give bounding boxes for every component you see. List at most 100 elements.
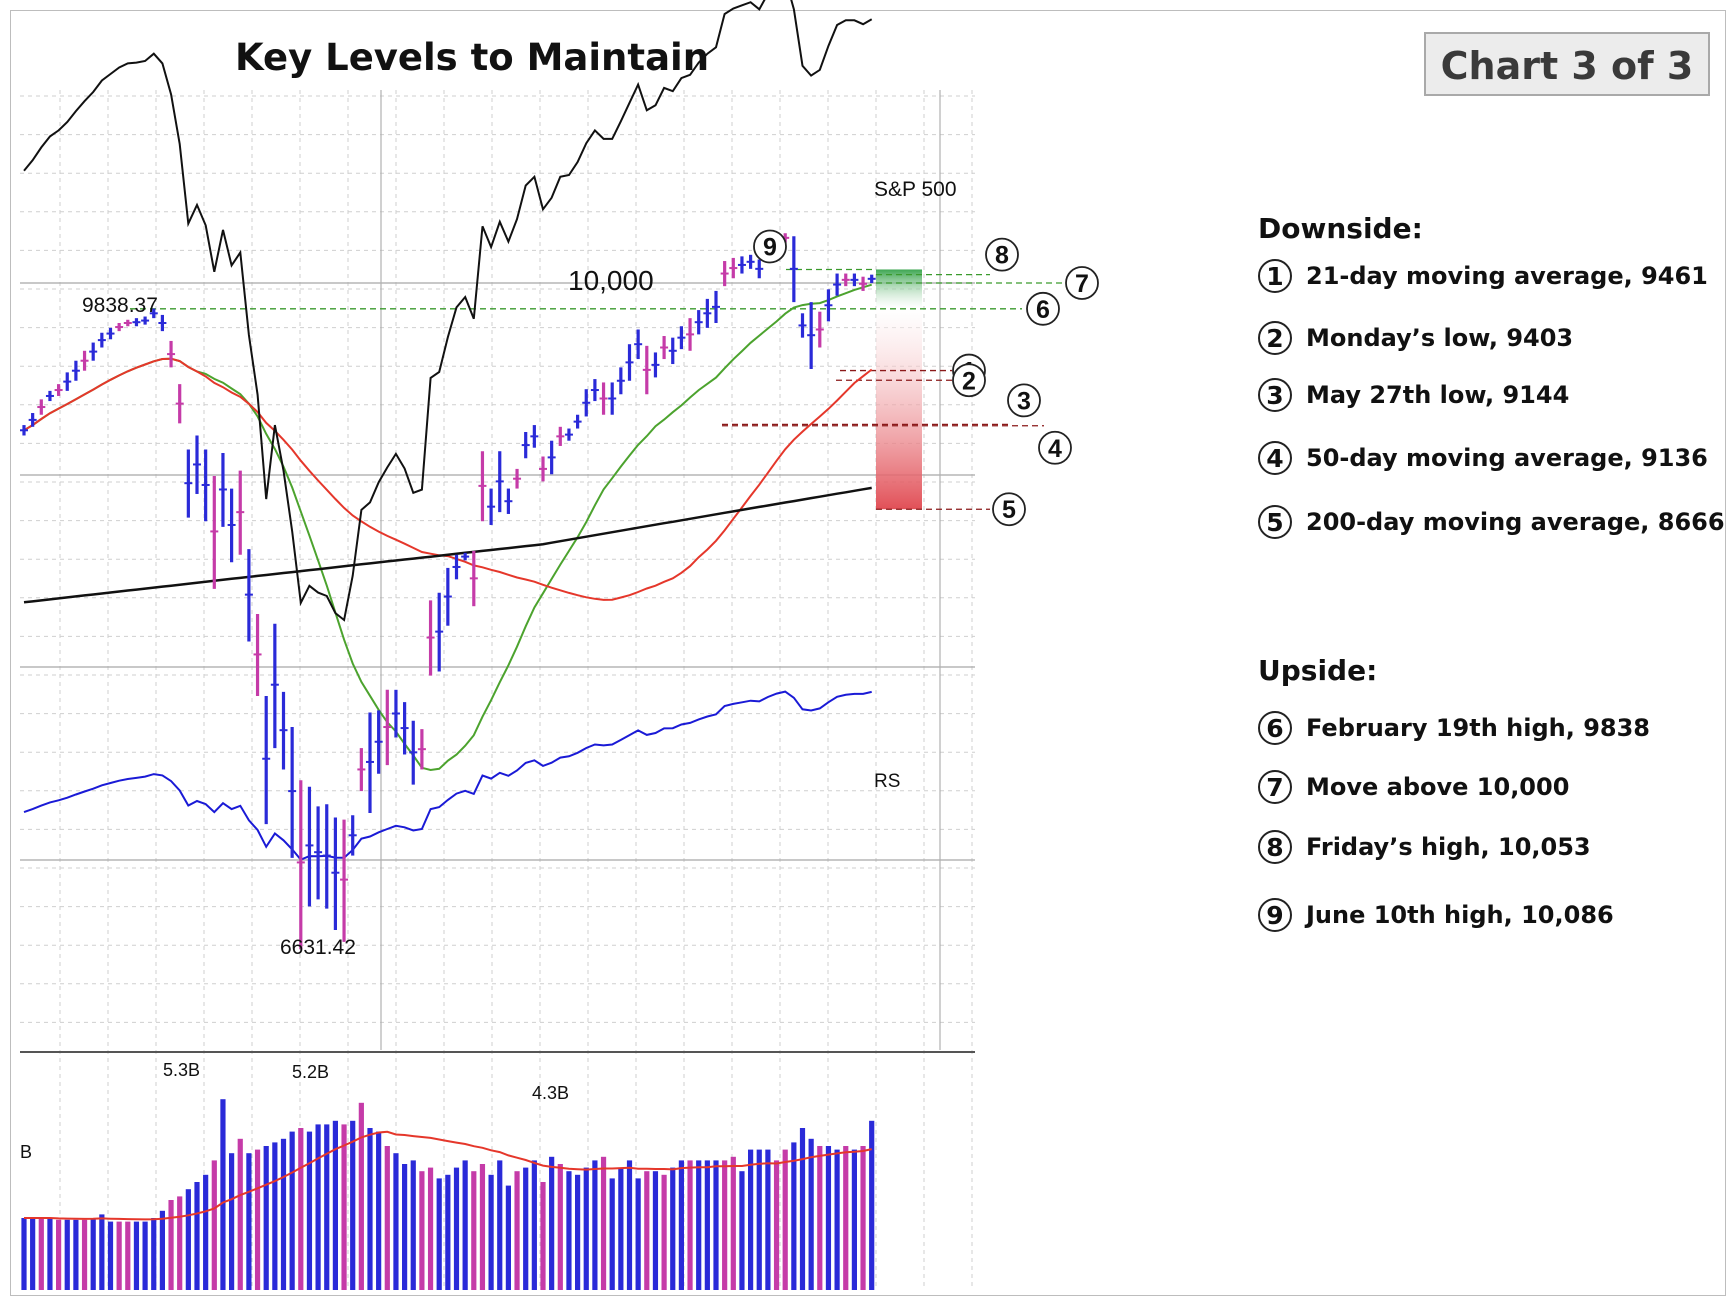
volume-bar [289, 1131, 295, 1290]
volume-bar [834, 1149, 840, 1290]
legend-item-1: 1 21-day moving average, 9461 [1258, 256, 1708, 296]
volume-bar [609, 1178, 615, 1290]
volume-bar [626, 1160, 633, 1290]
level-marker-label: 3 [1017, 387, 1031, 415]
key-level-lines [130, 268, 1062, 510]
volume-bar [99, 1214, 105, 1290]
price-bars [20, 233, 876, 950]
circled-number-icon: 8 [1258, 830, 1292, 864]
volume-bar [791, 1142, 797, 1290]
volume-bar [644, 1171, 650, 1290]
volume-bar [748, 1149, 754, 1290]
volume-bar [497, 1160, 503, 1290]
volume-bar [427, 1167, 434, 1290]
volume-bar [817, 1146, 823, 1290]
level-marker-label: 7 [1075, 270, 1089, 298]
volume-bar [661, 1174, 667, 1290]
circled-number-icon [1065, 266, 1099, 300]
volume-bar [704, 1160, 710, 1290]
volume-bar [652, 1171, 659, 1290]
upside-zone [876, 269, 922, 309]
moving-average-21-line [23, 283, 872, 772]
volume-label-a: 5.3B [163, 1060, 200, 1080]
volume-bar [739, 1171, 745, 1290]
volume-bar [696, 1160, 702, 1290]
volume-bar [90, 1218, 96, 1290]
volume-bar [860, 1146, 866, 1290]
rs-line [23, 690, 872, 861]
volume-bar [462, 1160, 468, 1290]
volume-bar [306, 1131, 313, 1290]
volume-bar [367, 1128, 373, 1290]
volume-bar [592, 1160, 598, 1290]
volume-bar [30, 1218, 36, 1290]
indicator-lines [23, 0, 873, 861]
volume-bar [332, 1120, 338, 1290]
volume-bar [523, 1167, 529, 1290]
legend-text: 50-day moving average, 9136 [1306, 444, 1708, 472]
volume-bar [384, 1146, 390, 1290]
legend-item-4: 4 50-day moving average, 9136 [1258, 438, 1708, 478]
volume-bar [782, 1149, 788, 1290]
volume-bar [159, 1210, 165, 1290]
volume-bar [799, 1128, 806, 1290]
volume-bar [575, 1174, 581, 1290]
volume-bar [825, 1146, 832, 1290]
volume-bar [220, 1099, 226, 1290]
volume-bar [635, 1178, 641, 1290]
level-marker-label: 9 [763, 233, 777, 261]
circled-number-icon [1038, 430, 1072, 465]
volume-bar [402, 1164, 408, 1290]
volume-bar [133, 1221, 140, 1290]
circled-number-icon: 7 [1258, 770, 1292, 804]
page-title: Key Levels to Maintain [235, 36, 710, 79]
volume-bar [81, 1219, 88, 1290]
legend-text: Move above 10,000 [1306, 773, 1570, 801]
volume-bars [21, 1099, 875, 1290]
circled-number-icon: 9 [1258, 898, 1292, 932]
rs-label: RS [874, 771, 900, 792]
volume-bar [185, 1189, 191, 1290]
volume-bar [229, 1153, 235, 1290]
volume-bar [410, 1160, 416, 1290]
volume-bar [722, 1160, 728, 1290]
circled-number-icon: 4 [1258, 441, 1292, 475]
circled-number-icon [992, 492, 1026, 527]
volume-bar [272, 1142, 278, 1290]
volume-bar [298, 1128, 304, 1290]
chart-counter-badge: Chart 3 of 3 [1424, 32, 1710, 96]
volume-bar [488, 1174, 494, 1290]
volume-bar [151, 1218, 157, 1290]
volume-bar [557, 1164, 563, 1290]
legend-text: 21-day moving average, 9461 [1306, 262, 1708, 290]
downside-zone [876, 308, 922, 510]
volume-bar [670, 1167, 676, 1290]
volume-bar [479, 1164, 486, 1290]
volume-bar [211, 1160, 217, 1290]
volume-bar [713, 1160, 719, 1290]
level-marker-label: 5 [1002, 496, 1016, 524]
circled-number-icon: 1 [1258, 259, 1292, 293]
volume-bar [358, 1102, 364, 1290]
volume-bar [38, 1218, 44, 1290]
volume-bar [445, 1174, 451, 1290]
volume-label-b: 5.2B [292, 1062, 329, 1082]
volume-bar [419, 1171, 425, 1290]
level-markers: 123456789 [753, 229, 1099, 527]
legend-item-6: 6 February 19th high, 9838 [1258, 708, 1650, 748]
volume-bar [566, 1171, 572, 1290]
volume-bar [471, 1171, 477, 1290]
volume-bar [315, 1124, 321, 1290]
volume-bar [618, 1167, 624, 1290]
high-label: 9838.37 [82, 294, 158, 317]
upside-heading: Upside: [1258, 654, 1378, 687]
volume-bar [107, 1221, 114, 1290]
legend-text: May 27th low, 9144 [1306, 381, 1570, 409]
chart-frame [10, 10, 1726, 1296]
volume-bar [843, 1146, 849, 1290]
volume-axis-fragment: B [20, 1142, 32, 1162]
legend-text: Friday’s high, 10,053 [1306, 833, 1591, 861]
volume-bar [765, 1149, 771, 1290]
volume-bar [73, 1219, 79, 1290]
legend-text: 200-day moving average, 8666 [1306, 508, 1725, 536]
